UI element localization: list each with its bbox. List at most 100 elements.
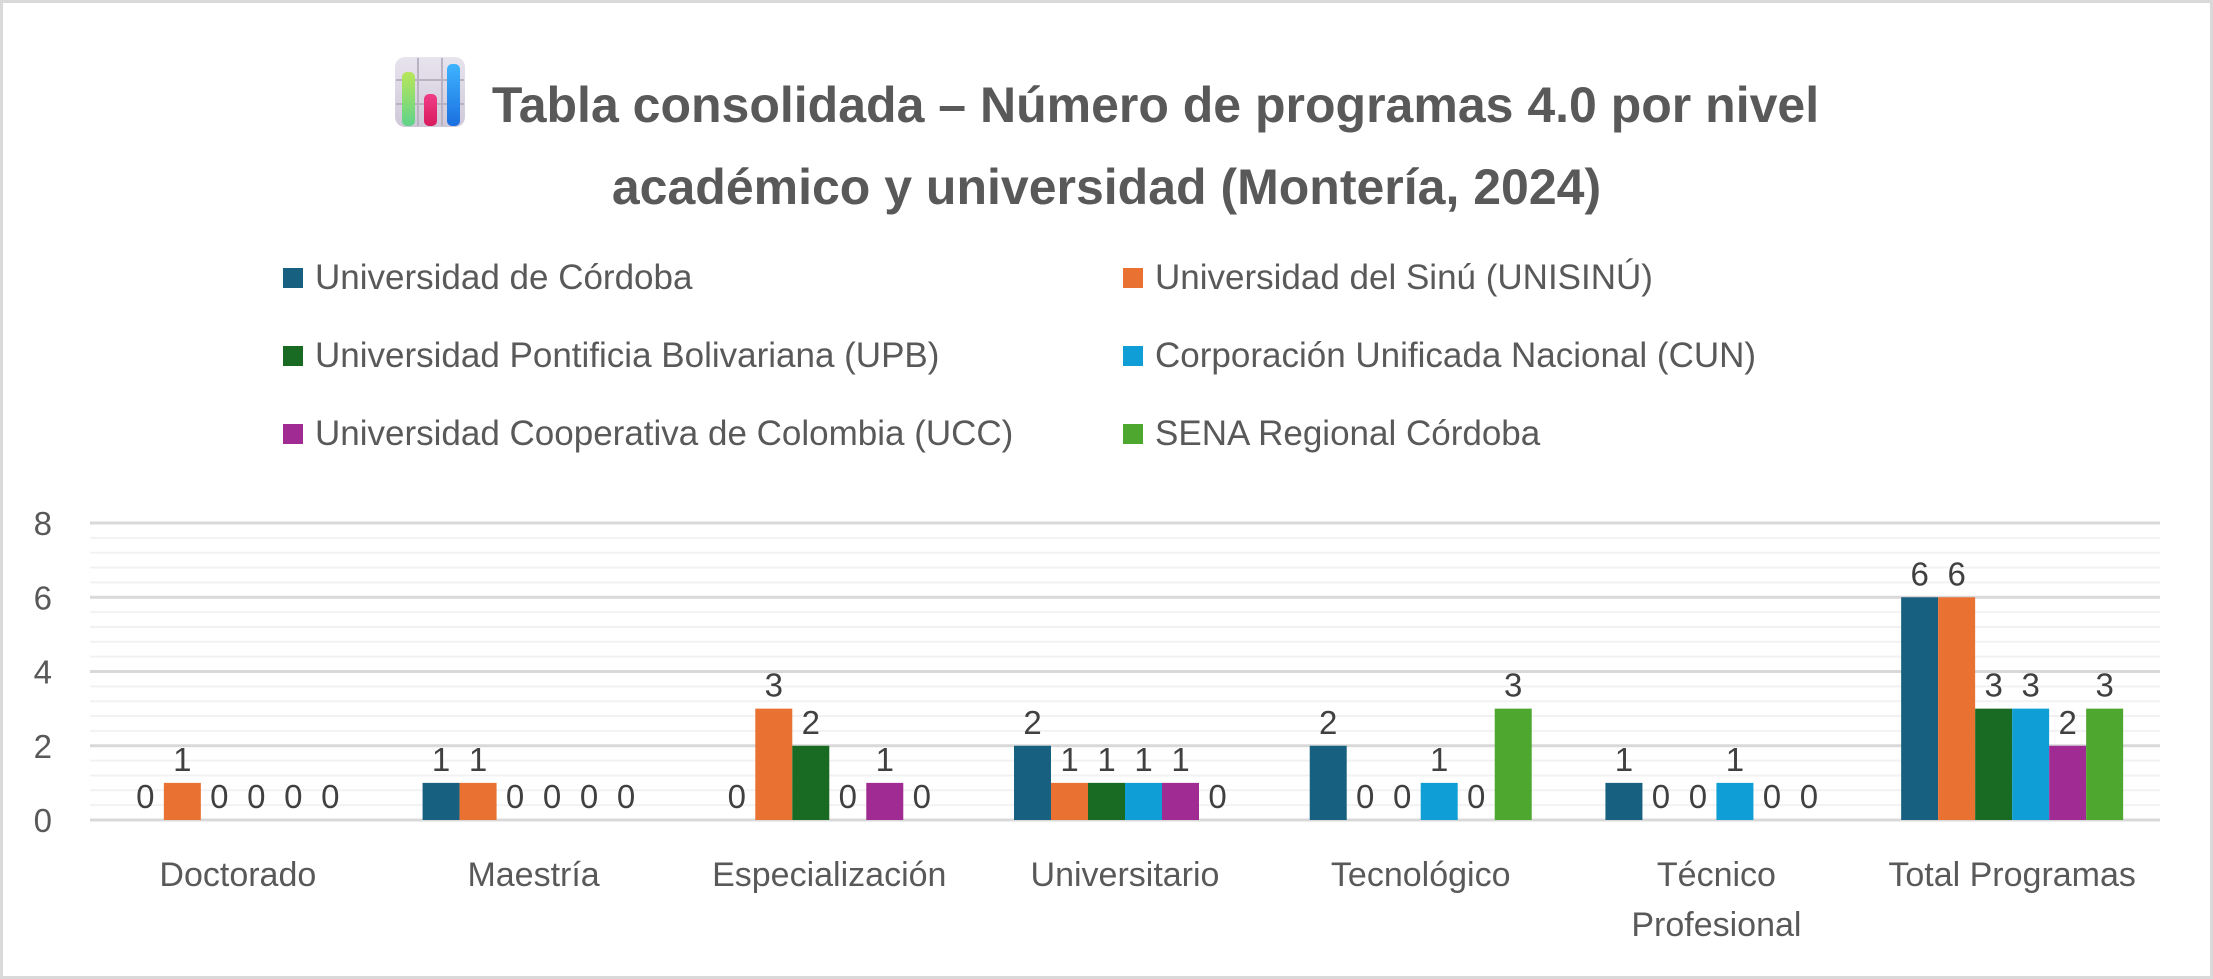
legend-swatch: [283, 424, 303, 444]
data-label: 1: [469, 741, 487, 778]
data-label: 0: [728, 778, 746, 815]
data-label: 1: [876, 741, 894, 778]
legend-swatch: [283, 268, 303, 288]
x-category-label: Universitario: [1031, 856, 1220, 894]
bar: [163, 782, 201, 820]
data-label: 3: [2021, 667, 2039, 704]
legend-item[interactable]: SENA Regional Córdoba: [1123, 414, 1540, 454]
data-label: 0: [1356, 778, 1374, 815]
data-label: 6: [1947, 555, 1965, 592]
bar: [1901, 597, 1939, 820]
legend-swatch: [1123, 424, 1143, 444]
data-label: 0: [506, 778, 524, 815]
data-label: 0: [284, 778, 302, 815]
data-label: 0: [1467, 778, 1485, 815]
data-label: 0: [1652, 778, 1670, 815]
data-label: 0: [1763, 778, 1781, 815]
data-label: 0: [247, 778, 265, 815]
data-label: 1: [1171, 741, 1189, 778]
bar: [2012, 708, 2050, 820]
legend-swatch: [1123, 346, 1143, 366]
bar: [792, 745, 830, 820]
data-label: 1: [1097, 741, 1115, 778]
bar: [755, 708, 793, 820]
chart-title-line-1: Tabla consolidada – Número de programas …: [0, 56, 2213, 146]
y-tick-label: 8: [34, 505, 52, 542]
data-label: 0: [913, 778, 931, 815]
data-label: 1: [1134, 741, 1152, 778]
legend-item[interactable]: Universidad Cooperativa de Colombia (UCC…: [283, 414, 1013, 454]
data-label: 0: [1689, 778, 1707, 815]
legend-label: SENA Regional Córdoba: [1155, 414, 1541, 453]
legend-label: Universidad Pontificia Bolivariana (UPB): [315, 336, 940, 375]
data-label: 6: [1910, 555, 1928, 592]
bar: [1309, 745, 1347, 820]
x-category-label: Técnico: [1657, 856, 1776, 894]
bar: [1162, 782, 1199, 820]
data-label: 1: [1615, 741, 1633, 778]
data-label: 1: [173, 741, 191, 778]
bar: [1420, 782, 1458, 820]
data-label: 0: [1393, 778, 1411, 815]
data-label: 1: [1430, 741, 1448, 778]
data-label: 0: [1208, 778, 1226, 815]
bar: [1014, 745, 1051, 820]
data-label: 0: [617, 778, 635, 815]
bar: [422, 782, 460, 820]
data-label: 2: [1319, 704, 1337, 741]
data-label: 3: [2095, 667, 2113, 704]
data-label: 0: [210, 778, 228, 815]
x-category-label: Total Programas: [1888, 856, 2136, 894]
bar: [1716, 782, 1754, 820]
x-category-label: Maestría: [467, 856, 599, 894]
data-label: 3: [1984, 667, 2002, 704]
legend-item[interactable]: Universidad Pontificia Bolivariana (UPB): [283, 336, 939, 376]
legend-item[interactable]: Corporación Unificada Nacional (CUN): [1123, 336, 1756, 376]
bar: [1494, 708, 1532, 820]
data-label: 1: [1060, 741, 1078, 778]
x-category-label: Doctorado: [159, 856, 316, 894]
legend-swatch: [283, 346, 303, 366]
legend-label: Universidad Cooperativa de Colombia (UCC…: [315, 414, 1014, 453]
bar: [459, 782, 497, 820]
data-label: 0: [1800, 778, 1818, 815]
bar: [1088, 782, 1125, 820]
x-category-label: Especialización: [712, 856, 946, 894]
bar: [2086, 708, 2124, 820]
chart-title-text-1: Tabla consolidada – Número de programas …: [491, 77, 1820, 133]
x-category-label: Tecnológico: [1331, 856, 1511, 894]
data-label: 2: [2058, 704, 2076, 741]
legend-swatch: [1123, 268, 1143, 288]
data-label: 0: [543, 778, 561, 815]
data-label: 0: [839, 778, 857, 815]
bar: [1605, 782, 1643, 820]
data-label: 3: [1504, 667, 1522, 704]
data-label: 1: [1726, 741, 1744, 778]
data-label: 0: [580, 778, 598, 815]
data-label: 0: [136, 778, 154, 815]
y-tick-label: 2: [34, 728, 52, 765]
bar: [2049, 745, 2087, 820]
legend-item[interactable]: Universidad del Sinú (UNISINÚ): [1123, 258, 1653, 298]
data-label: 2: [1023, 704, 1041, 741]
bar-chart-icon: [394, 57, 465, 127]
bar: [1938, 597, 1976, 820]
bar: [1125, 782, 1162, 820]
chart-title: Tabla consolidada – Número de programas …: [0, 56, 2213, 228]
y-tick-label: 0: [34, 802, 52, 839]
legend-label: Corporación Unificada Nacional (CUN): [1155, 336, 1757, 375]
bar: [1051, 782, 1088, 820]
y-tick-label: 4: [34, 654, 52, 691]
chart-title-line-2: académico y universidad (Montería, 2024): [611, 159, 1602, 215]
legend-label: Universidad del Sinú (UNISINÚ): [1155, 258, 1653, 297]
data-label: 1: [432, 741, 450, 778]
x-category-label: Profesional: [1631, 906, 1801, 944]
data-label: 2: [802, 704, 820, 741]
legend-label: Universidad de Córdoba: [315, 258, 693, 297]
legend-item[interactable]: Universidad de Córdoba: [283, 258, 692, 298]
data-label: 0: [321, 778, 339, 815]
data-label: 3: [765, 667, 783, 704]
bar: [866, 782, 904, 820]
bar: [1975, 708, 2013, 820]
